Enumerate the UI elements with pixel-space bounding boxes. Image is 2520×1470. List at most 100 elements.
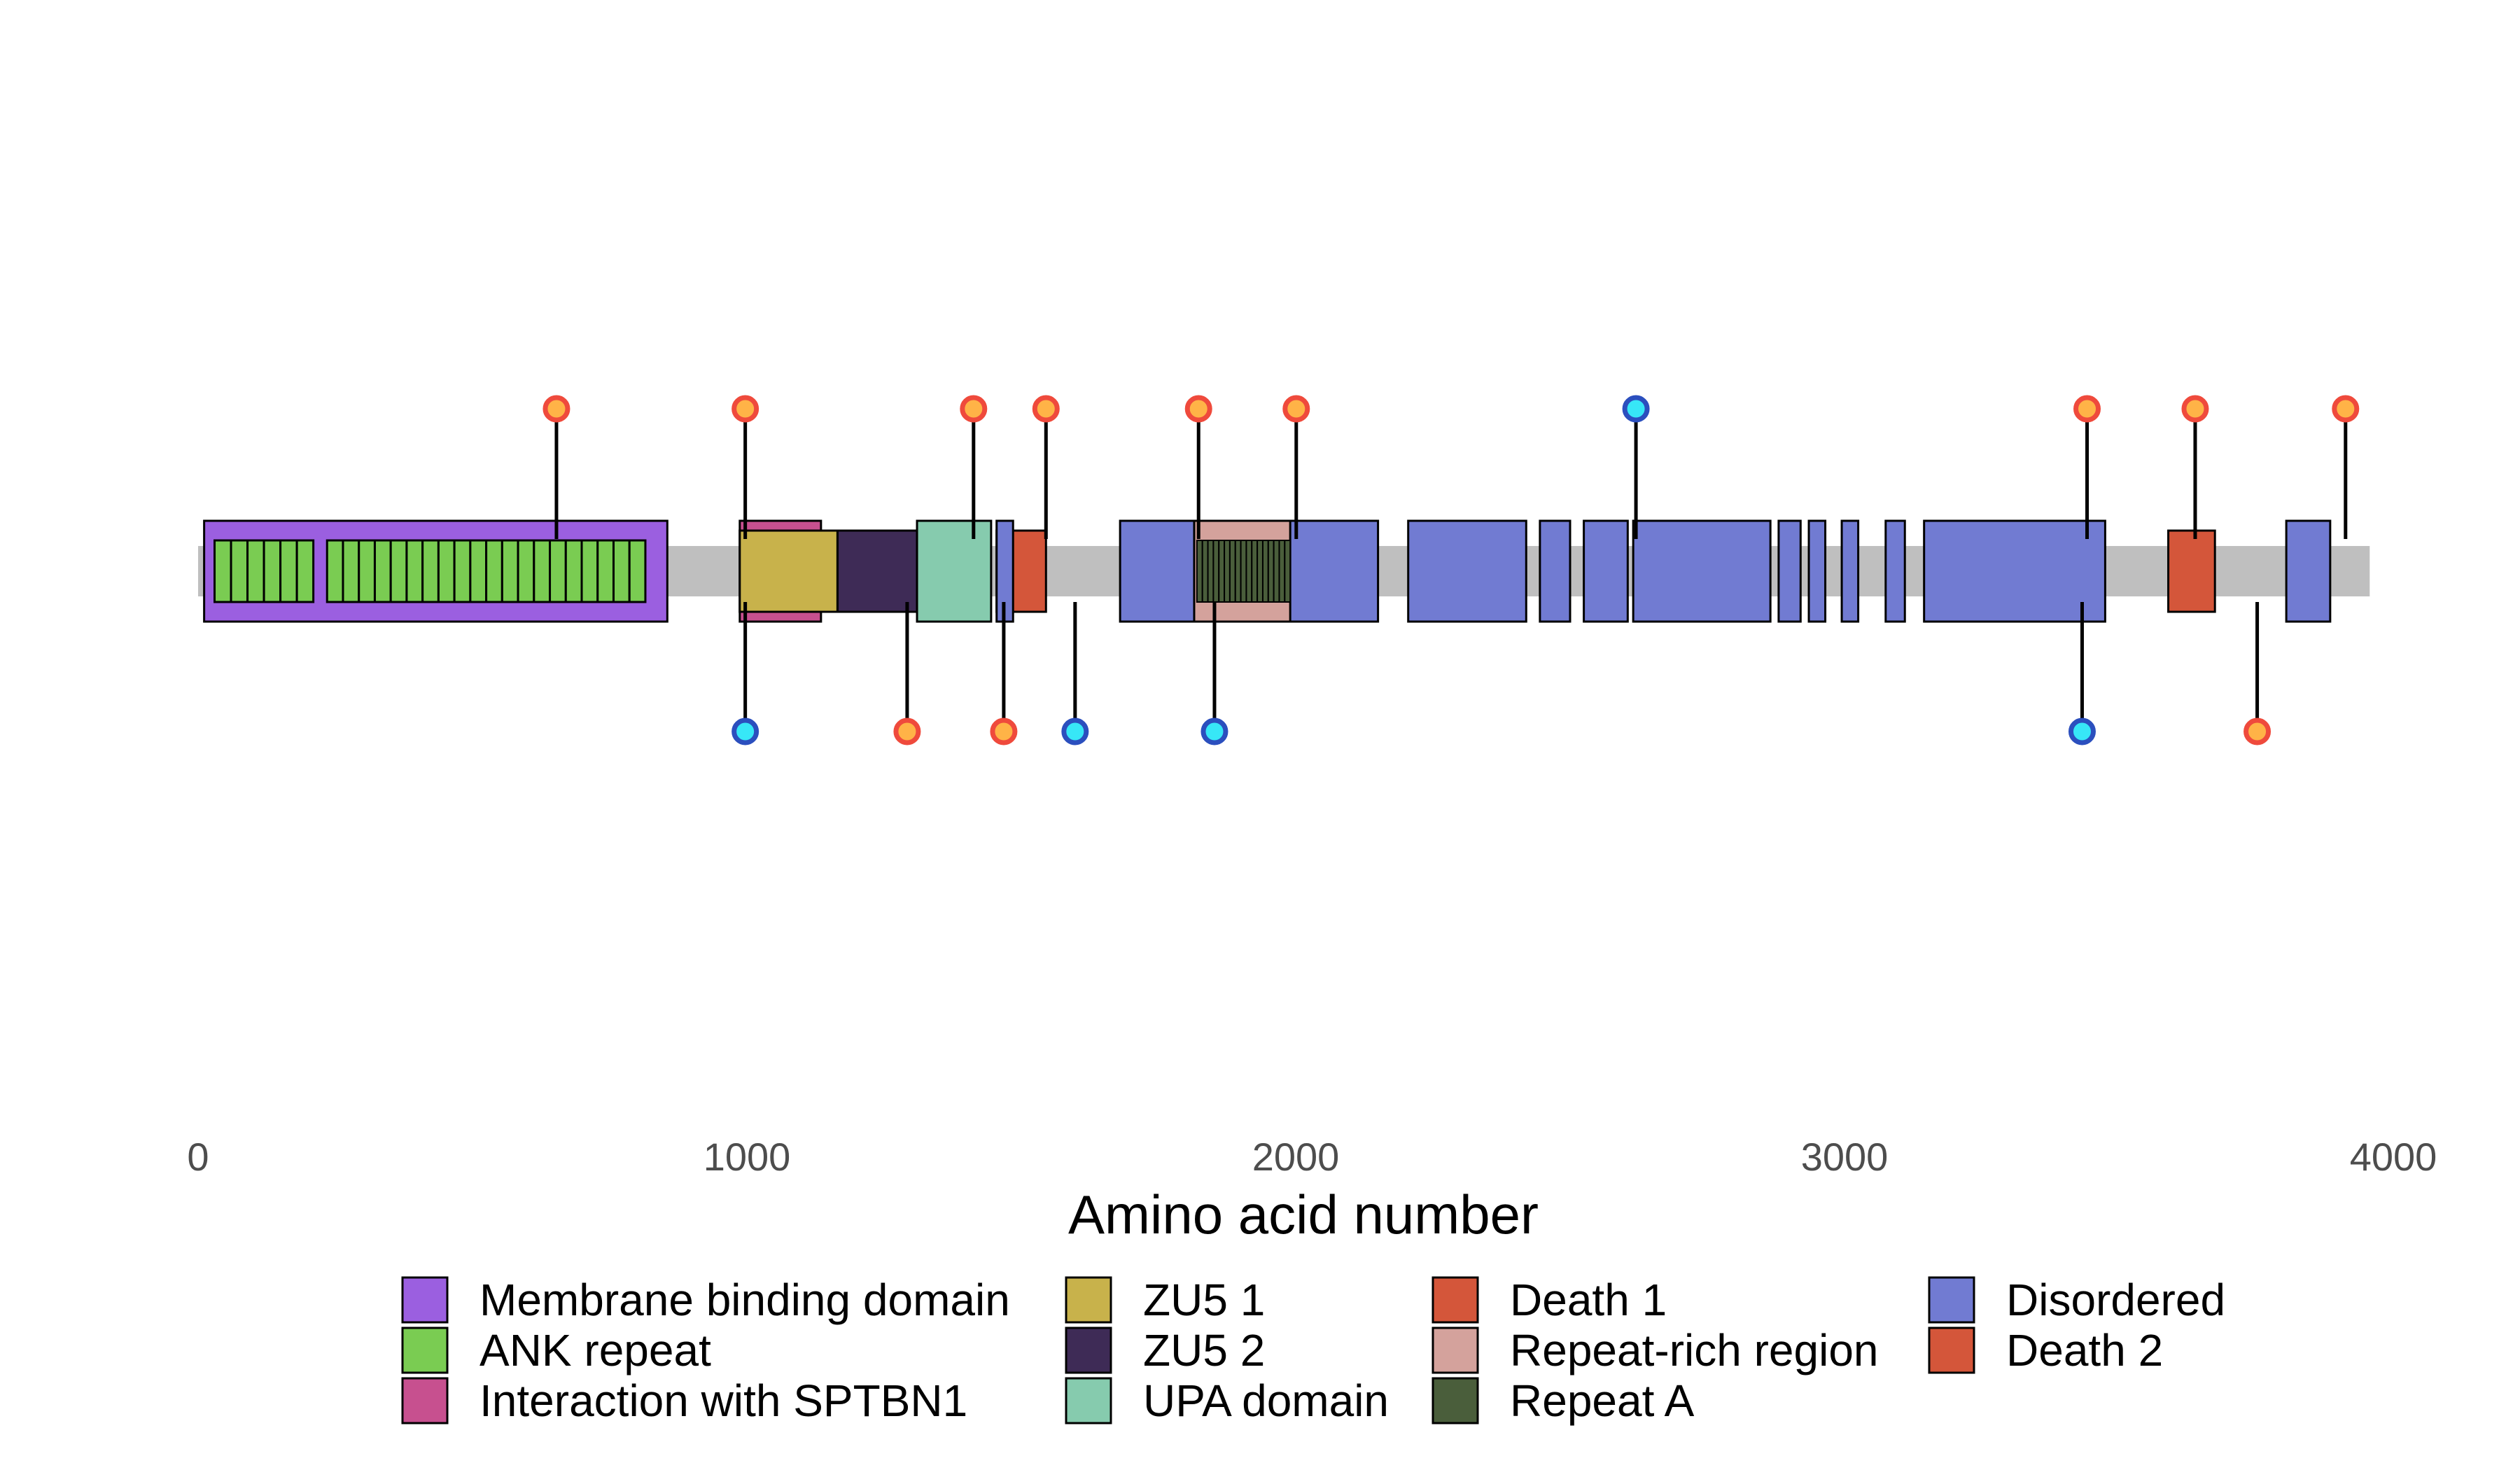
x-tick-label: 1000 <box>704 1135 791 1179</box>
domain-disordered <box>1807 519 1827 623</box>
ank-repeat <box>485 539 503 603</box>
variant-marker-cyan <box>1061 718 1089 746</box>
domain-disordered <box>1884 519 1906 623</box>
legend-key-repeat-a <box>1432 1377 1479 1424</box>
repeat-a-segment <box>1224 540 1231 603</box>
repeat-a-segment <box>1278 540 1286 603</box>
ank-repeat <box>469 539 488 603</box>
ank-repeat <box>295 539 315 603</box>
variant-marker-orange <box>732 395 760 423</box>
legend-label-repeat-a: Repeat A <box>1510 1376 1695 1426</box>
legend-key-zu5-1 <box>1065 1276 1112 1324</box>
legend-key-death-1 <box>1432 1276 1479 1324</box>
variant-marker-orange <box>1282 395 1310 423</box>
ank-repeat <box>373 539 392 603</box>
repeat-a-segment <box>1284 540 1292 603</box>
ank-repeat <box>580 539 599 603</box>
legend-label-zu5-1: ZU5 1 <box>1143 1275 1265 1325</box>
ank-repeat <box>628 539 647 603</box>
domain-disordered <box>1840 519 1860 623</box>
variant-marker-orange <box>960 395 988 423</box>
domain-disordered <box>1777 519 1802 623</box>
variant-marker-orange <box>2073 395 2101 423</box>
variant-marker-orange <box>542 395 570 423</box>
repeat-a-segment <box>1234 540 1242 603</box>
ank-repeat <box>453 539 472 603</box>
domain-zu5-1-front <box>738 529 839 613</box>
repeat-a-segment <box>1207 540 1214 603</box>
variant-marker-cyan <box>2068 718 2096 746</box>
legend-label-death-2: Death 2 <box>2006 1325 2163 1376</box>
domain-disordered <box>1539 519 1572 623</box>
legend-label-upa-domain: UPA domain <box>1143 1376 1389 1426</box>
legend-key-interaction-with-sptbn1 <box>401 1377 449 1424</box>
ank-repeat <box>596 539 615 603</box>
repeat-a-segment <box>1201 540 1209 603</box>
ank-repeat <box>358 539 376 603</box>
x-axis-title: Amino acid number <box>1068 1184 1539 1245</box>
domain-death-2 <box>2167 529 2216 613</box>
variant-marker-orange <box>2332 395 2360 423</box>
domain-layer <box>203 519 2332 623</box>
legend-label-membrane-binding-domain: Membrane binding domain <box>479 1275 1010 1325</box>
repeat-a-segment <box>1251 540 1259 603</box>
ank-repeat <box>564 539 583 603</box>
legend-label-repeat-rich-region: Repeat-rich region <box>1510 1325 1879 1376</box>
legend-label-interaction-with-sptbn1: Interaction with SPTBN1 <box>479 1376 967 1426</box>
repeat-a-segment <box>1212 540 1220 603</box>
ank-repeat <box>405 539 424 603</box>
ank-repeat <box>214 539 232 603</box>
domain-zu5-2 <box>836 529 918 613</box>
ank-repeat <box>421 539 440 603</box>
legend-key-zu5-2 <box>1065 1326 1112 1374</box>
variant-marker-cyan <box>1200 718 1228 746</box>
variant-marker-cyan <box>732 718 760 746</box>
repeat-a-segment <box>1228 540 1236 603</box>
ank-repeat <box>612 539 631 603</box>
variant-marker-orange <box>1184 395 1212 423</box>
ank-repeat <box>262 539 282 603</box>
variant-marker-orange <box>2244 718 2272 746</box>
ank-repeat <box>342 539 360 603</box>
domain-disordered <box>1407 519 1527 623</box>
ank-repeat <box>517 539 536 603</box>
ank-repeat <box>437 539 456 603</box>
domain-disordered <box>1632 519 1772 623</box>
ank-repeat <box>549 539 567 603</box>
x-tick-label: 2000 <box>1252 1135 1340 1179</box>
ank-repeat <box>500 539 519 603</box>
legend-key-repeat-rich-region <box>1432 1326 1479 1374</box>
repeat-a-segment <box>1256 540 1264 603</box>
repeat-a-segment <box>1245 540 1253 603</box>
x-tick-label: 4000 <box>2350 1135 2437 1179</box>
repeat-a-segment <box>1218 540 1226 603</box>
variant-marker-orange <box>2181 395 2209 423</box>
legend-key-death-2 <box>1928 1326 1975 1374</box>
domain-disordered <box>1583 519 1629 623</box>
variant-marker-orange <box>990 718 1018 746</box>
legend-label-death-1: Death 1 <box>1510 1275 1667 1325</box>
repeat-a-segment <box>1267 540 1275 603</box>
legend-label-ank-repeat: ANK repeat <box>479 1325 711 1376</box>
ank-repeat <box>533 539 552 603</box>
ank-repeat <box>246 539 265 603</box>
domain-disordered <box>1923 519 2106 623</box>
variant-marker-orange <box>893 718 921 746</box>
ank-repeat <box>230 539 249 603</box>
x-tick-label: 0 <box>187 1135 209 1179</box>
x-axis: 0 1000 2000 3000 4000 <box>187 1135 2437 1179</box>
marker-layer <box>542 395 2360 746</box>
legend-key-upa-domain <box>1065 1377 1112 1424</box>
ank-repeat <box>279 539 298 603</box>
variant-marker-cyan <box>1622 395 1650 423</box>
legend-key-disordered <box>1928 1276 1975 1324</box>
legend-label-disordered: Disordered <box>2006 1275 2225 1325</box>
variant-marker-orange <box>1032 395 1060 423</box>
legend-label-zu5-2: ZU5 2 <box>1143 1325 1265 1376</box>
repeat-a-segment <box>1261 540 1269 603</box>
repeat-a-segment <box>1240 540 1247 603</box>
repeat-a-segment <box>1273 540 1280 603</box>
